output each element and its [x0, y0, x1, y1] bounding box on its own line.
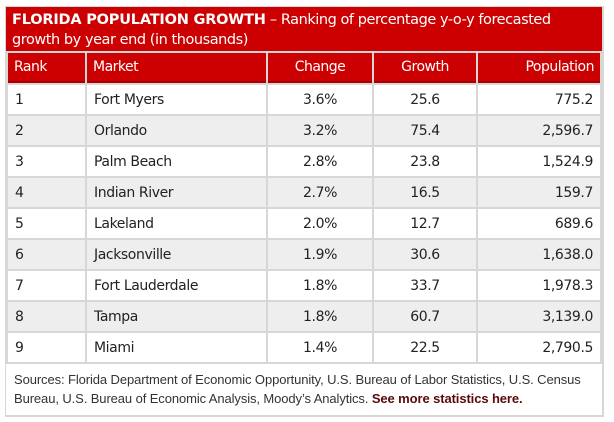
cell-growth: 60.7 — [374, 302, 476, 331]
cell-rank: 4 — [8, 178, 85, 207]
cell-population: 3,139.0 — [478, 302, 600, 331]
sources-text: Sources: Florida Department of Economic … — [14, 372, 581, 406]
cell-change: 1.9% — [268, 240, 372, 269]
cell-growth: 22.5 — [374, 333, 476, 362]
cell-growth: 16.5 — [374, 178, 476, 207]
column-header-growth: Growth — [374, 53, 476, 83]
table-row: 3 Palm Beach 2.8% 23.8 1,524.9 — [8, 147, 600, 176]
cell-rank: 2 — [8, 116, 85, 145]
cell-rank: 8 — [8, 302, 85, 331]
cell-market: Fort Myers — [87, 85, 266, 114]
cell-population: 1,524.9 — [478, 147, 600, 176]
cell-change: 3.2% — [268, 116, 372, 145]
cell-market: Orlando — [87, 116, 266, 145]
cell-change: 3.6% — [268, 85, 372, 114]
cell-change: 1.4% — [268, 333, 372, 362]
cell-growth: 23.8 — [374, 147, 476, 176]
cell-change: 2.7% — [268, 178, 372, 207]
cell-population: 159.7 — [478, 178, 600, 207]
cell-market: Jacksonville — [87, 240, 266, 269]
cell-change: 1.8% — [268, 302, 372, 331]
cell-growth: 33.7 — [374, 271, 476, 300]
cell-market: Palm Beach — [87, 147, 266, 176]
sources-footer: Sources: Florida Department of Economic … — [6, 364, 602, 415]
cell-market: Miami — [87, 333, 266, 362]
cell-population: 689.6 — [478, 209, 600, 238]
cell-rank: 9 — [8, 333, 85, 362]
cell-rank: 1 — [8, 85, 85, 114]
cell-growth: 75.4 — [374, 116, 476, 145]
cell-rank: 6 — [8, 240, 85, 269]
table-row: 2 Orlando 3.2% 75.4 2,596.7 — [8, 116, 600, 145]
column-header-population: Population — [478, 53, 600, 83]
cell-change: 2.8% — [268, 147, 372, 176]
column-header-rank: Rank — [8, 53, 85, 83]
table-title: FLORIDA POPULATION GROWTH – Ranking of p… — [6, 7, 602, 53]
cell-market: Fort Lauderdale — [87, 271, 266, 300]
cell-population: 775.2 — [478, 85, 600, 114]
cell-rank: 5 — [8, 209, 85, 238]
cell-market: Lakeland — [87, 209, 266, 238]
cell-population: 2,596.7 — [478, 116, 600, 145]
table-row: 7 Fort Lauderdale 1.8% 33.7 1,978.3 — [8, 271, 600, 300]
cell-population: 1,638.0 — [478, 240, 600, 269]
table-row: 5 Lakeland 2.0% 12.7 689.6 — [8, 209, 600, 238]
table-header-row: Rank Market Change Growth Population — [8, 53, 600, 83]
table-row: 9 Miami 1.4% 22.5 2,790.5 — [8, 333, 600, 362]
cell-change: 1.8% — [268, 271, 372, 300]
see-more-statistics-link[interactable]: See more statistics here. — [371, 391, 523, 406]
cell-rank: 7 — [8, 271, 85, 300]
table-title-subtitle: – Ranking of percentage y-o-y forecasted… — [12, 12, 551, 48]
column-header-market: Market — [87, 53, 266, 83]
table-row: 1 Fort Myers 3.6% 25.6 775.2 — [8, 85, 600, 114]
cell-growth: 30.6 — [374, 240, 476, 269]
table-row: 8 Tampa 1.8% 60.7 3,139.0 — [8, 302, 600, 331]
cell-growth: 25.6 — [374, 85, 476, 114]
table-row: 6 Jacksonville 1.9% 30.6 1,638.0 — [8, 240, 600, 269]
table-row: 4 Indian River 2.7% 16.5 159.7 — [8, 178, 600, 207]
cell-change: 2.0% — [268, 209, 372, 238]
table-body: 1 Fort Myers 3.6% 25.6 775.2 2 Orlando 3.2% 75.4… — [8, 85, 600, 362]
population-table: Rank Market Change Growth Population 1 Fo… — [6, 51, 602, 364]
cell-market: Indian River — [87, 178, 266, 207]
cell-population: 2,790.5 — [478, 333, 600, 362]
cell-market: Tampa — [87, 302, 266, 331]
cell-growth: 12.7 — [374, 209, 476, 238]
cell-rank: 3 — [8, 147, 85, 176]
population-table-widget: FLORIDA POPULATION GROWTH – Ranking of p… — [5, 6, 604, 417]
cell-population: 1,978.3 — [478, 271, 600, 300]
column-header-change: Change — [268, 53, 372, 83]
table-title-bold: FLORIDA POPULATION GROWTH — [12, 12, 266, 28]
